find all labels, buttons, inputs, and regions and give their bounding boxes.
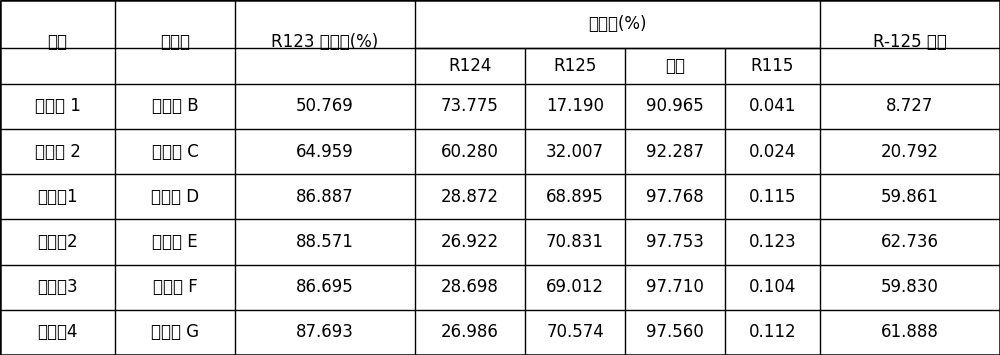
Text: 实施例2: 实施例2 [37, 233, 78, 251]
Text: 97.753: 97.753 [646, 233, 704, 251]
Text: 69.012: 69.012 [546, 278, 604, 296]
Text: 比较例 1: 比较例 1 [35, 97, 80, 115]
Text: 86.887: 86.887 [296, 188, 354, 206]
Text: 32.007: 32.007 [546, 142, 604, 160]
Text: 20.792: 20.792 [881, 142, 939, 160]
Text: 0.104: 0.104 [749, 278, 796, 296]
Text: R123 转化率(%): R123 转化率(%) [271, 33, 379, 51]
Text: 73.775: 73.775 [441, 97, 499, 115]
Text: 催化剂 C: 催化剂 C [152, 142, 198, 160]
Text: 97.560: 97.560 [646, 323, 704, 342]
Text: 26.986: 26.986 [441, 323, 499, 342]
Text: 催化剂 E: 催化剂 E [152, 233, 198, 251]
Text: 70.574: 70.574 [546, 323, 604, 342]
Text: 26.922: 26.922 [441, 233, 499, 251]
Text: 催化剂 F: 催化剂 F [153, 278, 197, 296]
Text: 实施例1: 实施例1 [37, 188, 78, 206]
Text: 总计: 总计 [665, 57, 685, 75]
Text: 62.736: 62.736 [881, 233, 939, 251]
Text: 17.190: 17.190 [546, 97, 604, 115]
Text: 0.112: 0.112 [749, 323, 796, 342]
Text: 50.769: 50.769 [296, 97, 354, 115]
Text: 0.123: 0.123 [749, 233, 796, 251]
Text: 催化剂 G: 催化剂 G [151, 323, 199, 342]
Text: 97.768: 97.768 [646, 188, 704, 206]
Text: 比较例 2: 比较例 2 [35, 142, 80, 160]
Text: 28.872: 28.872 [441, 188, 499, 206]
Text: 59.861: 59.861 [881, 188, 939, 206]
Text: R125: R125 [553, 57, 597, 75]
Text: R-125 收率: R-125 收率 [873, 33, 947, 51]
Text: 88.571: 88.571 [296, 233, 354, 251]
Text: 87.693: 87.693 [296, 323, 354, 342]
Text: 70.831: 70.831 [546, 233, 604, 251]
Text: R115: R115 [751, 57, 794, 75]
Text: 实施例3: 实施例3 [37, 278, 78, 296]
Text: 92.287: 92.287 [646, 142, 704, 160]
Text: 68.895: 68.895 [546, 188, 604, 206]
Text: 64.959: 64.959 [296, 142, 354, 160]
Text: 61.888: 61.888 [881, 323, 939, 342]
Text: 86.695: 86.695 [296, 278, 354, 296]
Text: 选择性(%): 选择性(%) [588, 15, 647, 33]
Text: 0.024: 0.024 [749, 142, 796, 160]
Text: 催化剂 D: 催化剂 D [151, 188, 199, 206]
Text: 59.830: 59.830 [881, 278, 939, 296]
Text: 97.710: 97.710 [646, 278, 704, 296]
Text: R124: R124 [448, 57, 492, 75]
Text: 催化剂: 催化剂 [160, 33, 190, 51]
Text: 90.965: 90.965 [646, 97, 704, 115]
Text: 8.727: 8.727 [886, 97, 934, 115]
Text: 编号: 编号 [48, 33, 68, 51]
Text: 60.280: 60.280 [441, 142, 499, 160]
Text: 28.698: 28.698 [441, 278, 499, 296]
Text: 0.041: 0.041 [749, 97, 796, 115]
Text: 实施例4: 实施例4 [37, 323, 78, 342]
Text: 催化剂 B: 催化剂 B [152, 97, 198, 115]
Text: 0.115: 0.115 [749, 188, 796, 206]
